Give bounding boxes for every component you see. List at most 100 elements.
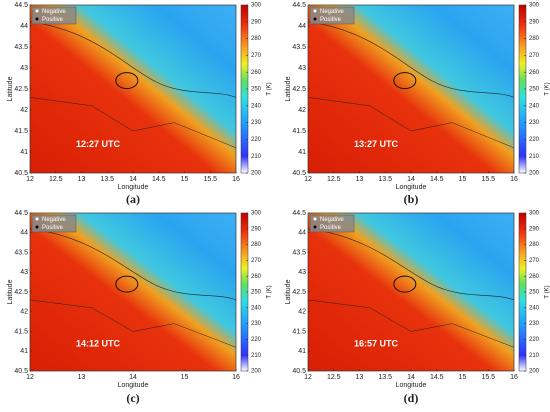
time-label: 14:12 UTC: [76, 339, 121, 349]
x-tick-label: 16: [510, 176, 518, 183]
y-axis-label: Latitude: [285, 76, 292, 101]
panel: 12 12.5 13 13.5 14 14.5 15 15.5 16 40.5 41 41.5 42 42…: [285, 2, 550, 206]
y-tick-label: 44: [20, 23, 28, 30]
y-tick-label: 44.5: [14, 2, 28, 9]
colorbar-tick-label: 300: [529, 211, 540, 217]
y-axis-label: Latitude: [7, 76, 14, 101]
y-tick-label: 43: [298, 65, 306, 72]
coastline: [29, 21, 237, 98]
y-tick-label: 43.5: [292, 249, 306, 256]
colorbar-label: T (K): [545, 82, 550, 95]
y-tick-label: 41: [20, 149, 28, 156]
colorbar-tick-label: 240: [529, 305, 540, 311]
colorbar-tick-label: 230: [251, 321, 262, 327]
colorbar-tick-label: 260: [251, 274, 262, 280]
x-tick-label: 15: [181, 374, 189, 381]
y-tick-label: 44: [298, 23, 306, 30]
time-label: 12:27 UTC: [76, 139, 121, 149]
legend-marker: [35, 225, 39, 229]
panel: 12 12.5 13 13.5 14 14.5 15 15.5 16 40.5 41 41.5 42 42…: [7, 2, 273, 206]
x-tick-label: 15: [459, 374, 467, 381]
x-axis-label: Longitude: [396, 382, 427, 389]
y-tick-label: 42.5: [292, 289, 306, 296]
y-tick-label: 44.5: [292, 210, 306, 217]
colorbar-tick-label: 230: [251, 120, 262, 126]
legend-label: Negative: [320, 9, 344, 15]
legend-label: Positive: [320, 225, 342, 231]
colorbar-tick-label: 210: [529, 353, 540, 359]
x-axis-label: Longitude: [118, 184, 149, 191]
y-tick-label: 44: [20, 230, 28, 237]
colorbar-tick-label: 240: [529, 103, 540, 109]
x-tick-label: 15.5: [481, 374, 495, 381]
x-tick-label: 15: [459, 176, 467, 183]
y-tick-label: 42: [298, 309, 306, 316]
x-tick-label: 14.5: [152, 176, 166, 183]
panel-caption: (a): [126, 192, 140, 206]
satellite-image: [30, 213, 236, 371]
x-tick-label: 12: [26, 374, 34, 381]
y-tick-label: 41.5: [292, 328, 306, 335]
colorbar-tick-label: 210: [529, 154, 540, 160]
y-tick-label: 42: [298, 107, 306, 114]
legend-marker: [35, 217, 39, 221]
colorbar-tick-label: 260: [251, 70, 262, 76]
legend-box: [309, 214, 355, 233]
colorbar-tick-label: 290: [529, 19, 540, 25]
x-tick-label: 14: [407, 176, 415, 183]
border: [307, 299, 515, 348]
colorbar-tick-label: 200: [529, 171, 540, 177]
colorbar-tick-label: 290: [251, 226, 262, 232]
border: [29, 97, 237, 149]
x-tick-label: 15.5: [481, 176, 495, 183]
legend-marker: [313, 225, 317, 229]
y-tick-label: 41.5: [292, 128, 306, 135]
x-tick-label: 13.5: [378, 176, 392, 183]
x-tick-label: 14.5: [430, 176, 444, 183]
x-tick-label: 12: [304, 374, 312, 381]
y-tick-label: 42.5: [292, 86, 306, 93]
colorbar-tick-label: 270: [251, 53, 262, 59]
legend-box: [31, 6, 77, 25]
y-tick-label: 43: [20, 65, 28, 72]
highlight-circle: [393, 275, 417, 293]
panel: 12 13 14 15 16 40.5 41 41.5 42 42.5 43 43.5 44 44.5 Lo…: [7, 210, 273, 405]
x-tick-label: 16: [510, 374, 518, 381]
y-tick-label: 41: [20, 348, 28, 355]
x-tick-label: 13: [78, 374, 86, 381]
colorbar-tick-label: 280: [251, 242, 262, 248]
colorbar-tick-label: 300: [529, 3, 540, 9]
time-label: 16:57 UTC: [354, 339, 399, 349]
x-axis-label: Longitude: [396, 184, 427, 191]
legend-label: Positive: [320, 17, 342, 23]
y-tick-label: 43: [20, 269, 28, 276]
colorbar-tick-label: 230: [529, 321, 540, 327]
time-label: 13:27 UTC: [354, 139, 399, 149]
border: [307, 97, 515, 149]
colorbar-tick-label: 260: [529, 274, 540, 280]
highlight-circle: [115, 275, 139, 293]
panel-caption: (b): [404, 192, 419, 206]
colorbar-tick-label: 290: [529, 226, 540, 232]
y-axis-label: Latitude: [285, 279, 292, 304]
y-tick-label: 41: [298, 149, 306, 156]
y-tick-label: 44.5: [292, 2, 306, 9]
colorbar-tick-label: 280: [251, 36, 262, 42]
highlight-circle: [393, 72, 417, 90]
colorbar-tick-label: 270: [529, 258, 540, 264]
x-tick-label: 16: [232, 374, 240, 381]
y-tick-label: 43.5: [292, 44, 306, 51]
legend-label: Positive: [42, 225, 64, 231]
x-tick-label: 12.5: [327, 374, 341, 381]
colorbar-tick-label: 250: [251, 87, 262, 93]
y-tick-label: 43.5: [14, 249, 28, 256]
colorbar-tick-label: 250: [529, 87, 540, 93]
legend-label: Negative: [42, 217, 66, 223]
y-tick-label: 44: [298, 230, 306, 237]
coastline: [307, 21, 515, 98]
border: [29, 299, 237, 348]
colorbar-tick-label: 270: [529, 53, 540, 59]
coastline: [29, 228, 237, 301]
colorbar-label: T (K): [545, 285, 550, 298]
y-tick-label: 44.5: [14, 210, 28, 217]
